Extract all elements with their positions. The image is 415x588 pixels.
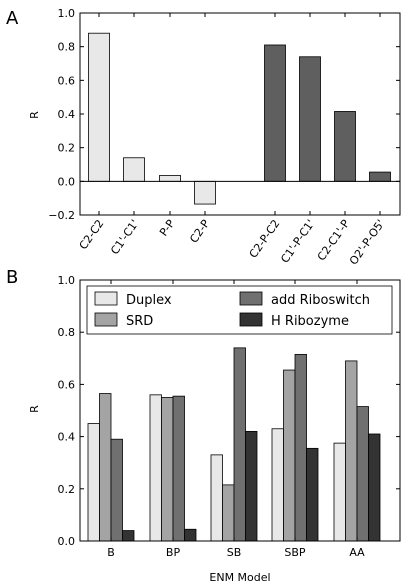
panel-b-bar — [333, 442, 346, 542]
panel-a-bar — [159, 175, 181, 182]
panel-b-legend-label: Duplex — [126, 293, 172, 308]
panel-b-legend-box — [86, 285, 393, 335]
panel-a-x-tick-label: C1'-P-C1' — [278, 217, 317, 265]
panel-b-bar — [294, 353, 307, 542]
panel-b-bar — [345, 360, 358, 542]
panel-b-letter: B — [6, 267, 18, 288]
panel-b-y-tick-label: 1.0 — [58, 274, 76, 287]
panel-a-bar — [299, 56, 321, 182]
panel-b-x-tick-label: AA — [349, 546, 365, 559]
panel-a-y-tick-label: 0.6 — [58, 74, 76, 87]
panel-a-x-tick-label: C2-C2 — [77, 217, 107, 252]
panel-b: B R ENM Model 0.0 0.2 0.4 0.6 0.8 1.0 B BP SB SBP… — [6, 267, 401, 584]
panel-b-x-tick-label: B — [107, 546, 115, 559]
panel-a-letter: A — [6, 8, 19, 29]
panel-b-bar — [233, 347, 246, 542]
panel-b-bar — [222, 484, 235, 542]
panel-b-bar — [245, 430, 258, 542]
panel-a-axes-frame — [79, 12, 401, 216]
panel-a-bar — [369, 171, 391, 182]
panel-b-x-tick-label: SB — [227, 546, 242, 559]
panel-b-y-tick-label: 0.6 — [58, 378, 76, 391]
panel-a-bar — [334, 111, 356, 182]
panel-b-legend-label: SRD — [126, 314, 153, 329]
panel-b-legend-swatch — [94, 291, 118, 306]
panel-a-y-tick-label: 0.8 — [58, 41, 76, 54]
panel-b-bar — [122, 530, 135, 542]
panel-b-bar — [271, 428, 284, 542]
panel-b-x-axis-label: ENM Model — [209, 571, 270, 584]
panel-b-axes-frame — [79, 279, 401, 542]
panel-b-x-tick-label: SBP — [284, 546, 306, 559]
panel-a-y-tick-label: −0.2 — [48, 209, 75, 222]
panel-b-legend-swatch — [94, 312, 118, 327]
panel-a-x-tick-label: P-P — [157, 217, 178, 239]
panel-a-bar — [123, 157, 145, 182]
panel-b-legend: Duplex SRD add Riboswitch H Ribozyme — [86, 285, 393, 335]
panel-b-bar — [161, 397, 174, 542]
panel-b-bar — [99, 393, 112, 542]
panel-a-bar — [264, 44, 286, 182]
panel-b-ticks: 0.0 0.2 0.4 0.6 0.8 1.0 B BP SB SBP AA — [58, 274, 400, 559]
panel-a-y-tick-label: 0.4 — [58, 108, 76, 121]
panel-b-y-tick-label: 0.2 — [58, 483, 76, 496]
panel-b-y-tick-label: 0.0 — [58, 535, 76, 548]
panel-a-x-tick-label: C2-C1'-P — [315, 217, 353, 263]
panel-b-legend-label: add Riboswitch — [271, 293, 370, 308]
panel-b-bar — [368, 433, 381, 542]
panel-a-bar — [88, 32, 110, 182]
panel-a: A R −0.2 0.0 0.2 0.4 0.6 0.8 1.0 C2-C2 C1'-C1' P-… — [6, 7, 401, 267]
panel-b-y-tick-label: 0.8 — [58, 326, 76, 339]
panel-a-y-axis-label: R — [28, 111, 41, 119]
panel-a-y-tick-label: 1.0 — [58, 7, 76, 20]
panel-a-x-tick-label: C1'-C1' — [108, 217, 141, 257]
panel-b-y-tick-label: 0.4 — [58, 431, 76, 444]
panel-b-bar — [283, 369, 296, 542]
panel-b-bar — [87, 423, 100, 542]
panel-a-y-tick-label: 0.2 — [58, 142, 76, 155]
panel-b-bar — [172, 395, 185, 542]
panel-a-x-tick-label: O2'-P-O5' — [347, 217, 387, 267]
panel-b-bars — [87, 347, 381, 542]
panel-b-y-axis-label: R — [28, 405, 41, 413]
panel-a-bars — [80, 32, 400, 205]
panel-b-legend-label: H Ribozyme — [271, 314, 349, 329]
panel-b-bar — [210, 454, 223, 542]
panel-b-legend-swatch — [239, 291, 263, 306]
panel-a-bar — [194, 180, 216, 205]
panel-b-bar — [184, 528, 197, 542]
panel-a-y-tick-label: 0.0 — [58, 175, 76, 188]
panel-a-x-tick-label: C2-P-C2 — [247, 217, 283, 260]
panel-b-x-tick-label: BP — [166, 546, 181, 559]
panel-b-legend-swatch — [239, 312, 263, 327]
panel-b-bar — [110, 438, 123, 542]
panel-a-x-tick-label: C2-P — [187, 217, 212, 245]
panel-b-bar — [149, 394, 162, 542]
panel-b-bar — [306, 447, 319, 542]
panel-b-bar — [356, 406, 369, 542]
